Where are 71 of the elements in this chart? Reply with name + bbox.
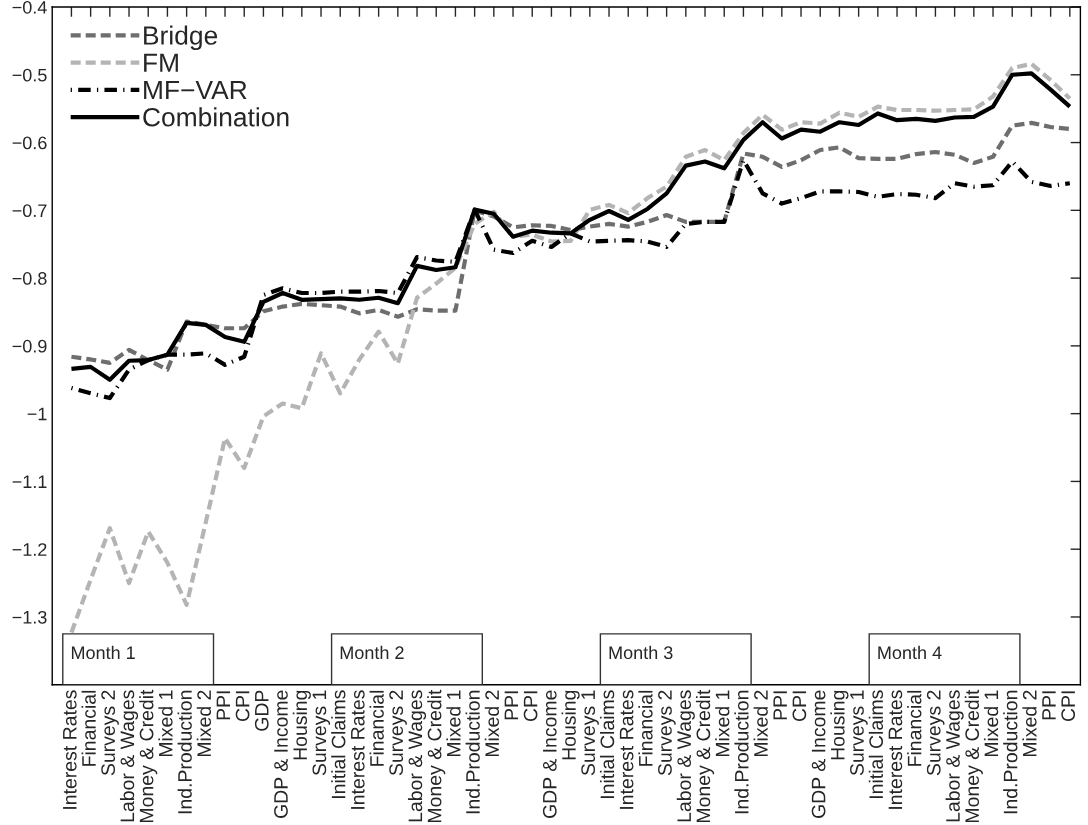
legend-label: Combination: [143, 107, 289, 127]
y-tick-label: −0.8: [12, 272, 47, 285]
legend-label: FM: [144, 53, 178, 72]
x-tick-label: Money & Credit: [139, 689, 158, 823]
y-tick-label: −1.1: [12, 475, 47, 488]
x-tick-label: Mixed 1: [446, 690, 461, 757]
x-tick-label: CPI: [235, 691, 250, 722]
x-tick-label: Surveys 2: [926, 690, 945, 776]
x-tick-label: Financial: [81, 690, 96, 766]
x-tick-label: GDP: [254, 690, 269, 731]
x-tick-label: Mixed 2: [196, 690, 212, 757]
x-tick-label: Housing: [292, 690, 311, 760]
annotation: Month 2: [340, 645, 404, 660]
x-tick-label: PPI: [1042, 691, 1056, 720]
x-tick-label: Surveys 1: [850, 690, 868, 776]
y-tick-label: −0.5: [12, 68, 47, 82]
x-tick-label: Interest Rates: [63, 690, 77, 809]
x-tick-label: Financial: [907, 690, 922, 766]
y-tick-label: −1.3: [12, 610, 47, 624]
x-tick-label: Initial Claims: [331, 690, 346, 799]
y-tick-label: −0.9: [12, 339, 47, 353]
x-tick-label: PPI: [216, 691, 231, 720]
x-tick-label: GDP & Income: [811, 690, 826, 818]
x-tick-label: Ind.Production: [177, 690, 192, 814]
y-tick-label: −1.2: [12, 543, 47, 556]
x-tick-label: Initial Claims: [599, 690, 615, 799]
legend-label: Bridge: [144, 25, 218, 51]
legend-label: MF−VAR: [144, 80, 247, 100]
x-tick-label: Mixed 1: [158, 690, 173, 757]
x-tick-label: PPI: [773, 691, 787, 720]
x-tick-label: PPI: [504, 691, 519, 720]
annotation: Month 4: [878, 645, 942, 660]
y-tick-label: −1: [27, 407, 47, 421]
annotation: Month 1: [71, 645, 135, 660]
x-tick-label: Ind.Production: [734, 690, 749, 814]
x-tick-label: GDP & Income: [274, 690, 288, 818]
x-tick-label: Money & Credit: [427, 689, 446, 823]
x-tick-label: Labor & Wages: [676, 690, 695, 822]
x-tick-label: Money & Credit: [964, 689, 983, 823]
x-tick-label: Mixed 2: [484, 690, 500, 757]
x-tick-label: Surveys 1: [581, 690, 599, 776]
x-tick-label: Mixed 2: [753, 690, 768, 757]
x-tick-label: Initial Claims: [868, 690, 884, 799]
x-tick-label: Financial: [369, 690, 384, 766]
y-tick-label: −0.4: [12, 0, 47, 14]
x-tick-label: Mixed 1: [983, 690, 999, 757]
x-tick-label: Labor & Wages: [407, 690, 427, 822]
x-tick-label: Housing: [830, 690, 849, 760]
x-tick-label: Labor & Wages: [119, 690, 139, 822]
x-tick-label: Mixed 2: [1022, 690, 1037, 757]
x-tick-label: CPI: [1061, 691, 1076, 722]
x-tick-label: Surveys 1: [312, 690, 331, 776]
x-tick-label: Financial: [638, 690, 653, 766]
x-tick-label: Surveys 2: [389, 690, 407, 776]
x-tick-label: Housing: [561, 690, 580, 760]
y-tick-label: −0.6: [12, 136, 47, 150]
x-tick-label: CPI: [792, 691, 807, 722]
x-tick-label: Money & Credit: [695, 689, 715, 823]
x-tick-label: Surveys 2: [101, 690, 119, 776]
x-tick-label: Labor & Wages: [945, 690, 964, 822]
x-tick-label: Interest Rates: [351, 690, 365, 809]
x-tick-label: Ind.Production: [1003, 690, 1018, 814]
x-tick-label: CPI: [523, 691, 538, 722]
annotation: Month 3: [609, 645, 673, 660]
x-tick-label: Ind.Production: [465, 690, 480, 814]
x-tick-label: GDP & Income: [542, 690, 557, 818]
x-tick-label: Surveys 2: [658, 690, 676, 776]
y-tick-label: −0.7: [12, 204, 47, 218]
x-tick-label: Interest Rates: [888, 690, 903, 809]
x-tick-label: Mixed 1: [715, 690, 730, 757]
x-tick-label: Interest Rates: [619, 690, 634, 809]
